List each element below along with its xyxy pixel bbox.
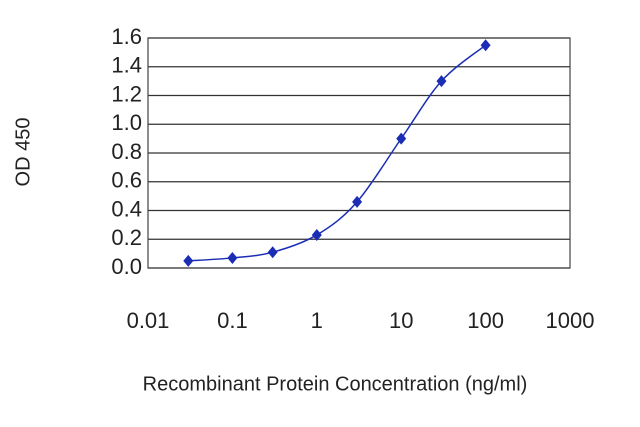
data-point: [352, 195, 363, 208]
y-tick-label: 0.2: [111, 225, 142, 250]
x-axis-title: Recombinant Protein Concentration (ng/ml…: [143, 373, 528, 395]
x-tick-label: 0.01: [127, 308, 170, 333]
data-point: [267, 246, 278, 259]
data-point: [436, 75, 447, 88]
plot-frame: [147, 37, 571, 269]
data-point: [396, 132, 407, 145]
data-point: [183, 254, 194, 267]
x-tick-label: 0.1: [217, 308, 248, 333]
fit-curve: [188, 44, 487, 262]
y-tick-label: 1.0: [111, 110, 142, 135]
y-axis-title: OD 450: [12, 118, 34, 187]
data-point: [311, 228, 322, 241]
x-tick-label: 1000: [546, 308, 595, 333]
y-tick-label: 0.6: [111, 168, 142, 193]
y-tick-label: 1.4: [111, 53, 142, 78]
y-tick-label: 0.4: [111, 196, 142, 221]
data-point: [480, 39, 491, 52]
x-tick-label: 10: [389, 308, 413, 333]
y-tick-label: 1.2: [111, 81, 142, 106]
x-tick-label: 100: [467, 308, 504, 333]
data-point: [227, 251, 238, 264]
y-tick-label: 1.6: [111, 24, 142, 49]
y-tick-label: 0.8: [111, 139, 142, 164]
x-tick-label: 1: [311, 308, 323, 333]
y-tick-label: 0.0: [111, 254, 142, 279]
